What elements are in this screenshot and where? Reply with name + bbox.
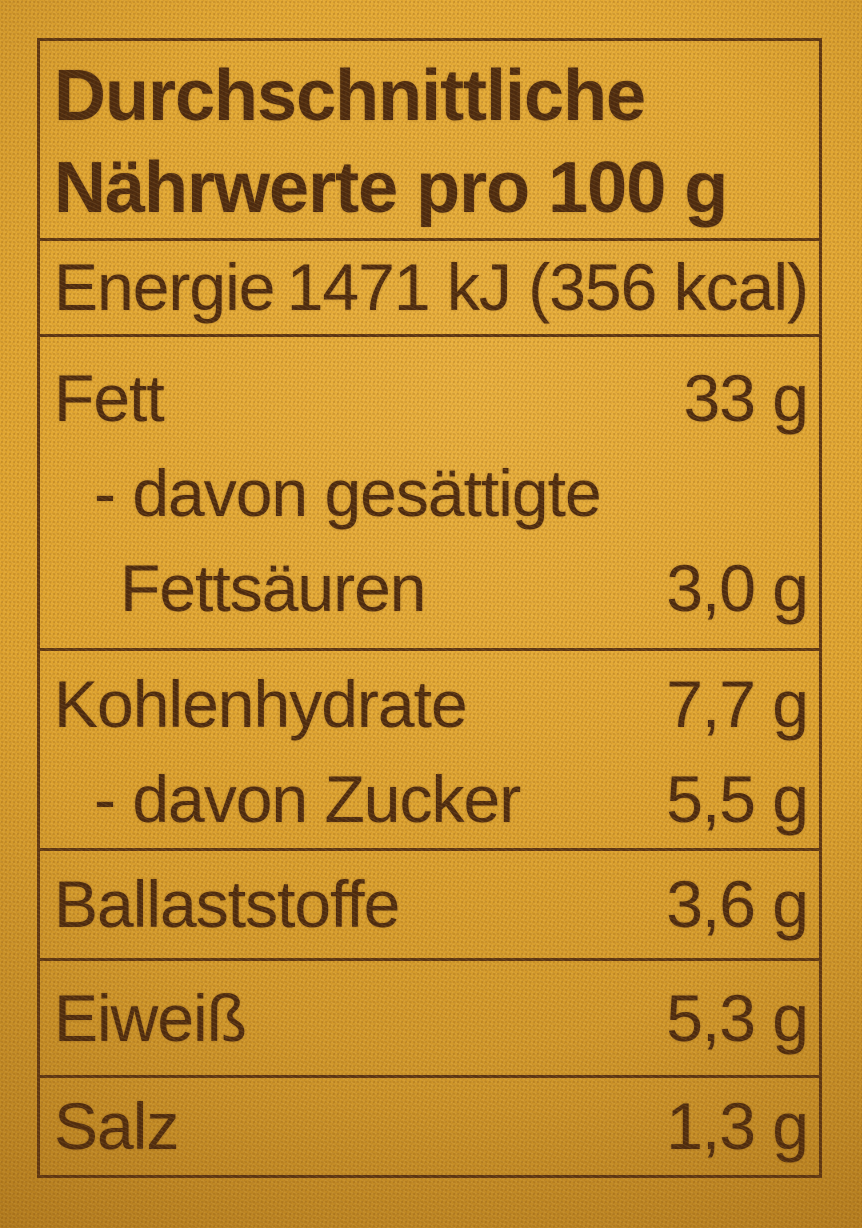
nutrient-name: Energie	[54, 250, 275, 324]
nutrient-name: Fett	[54, 361, 165, 435]
nutrient-name: - davon Zucker	[94, 762, 521, 836]
table-subrow-saturated-fat-line-2: Fettsäuren 3,0 g	[54, 541, 809, 636]
row-fat-group: Fett 33 g - davon gesättigte Fettsäuren …	[40, 334, 819, 648]
nutrient-name: Kohlenhydrate	[54, 667, 468, 741]
table-title-line-2: Nährwerte pro 100 g	[54, 148, 728, 228]
nutrition-table: Durchschnittliche Nährwerte pro 100 g En…	[37, 38, 822, 1178]
table-row: Energie 1471 kJ (356 kcal)	[54, 240, 809, 335]
table-row: Kohlenhydrate 7,7 g	[54, 657, 809, 752]
row-salt: Salz 1,3 g	[40, 1075, 819, 1175]
nutrient-value: 3,0 g	[666, 551, 809, 625]
row-carbohydrates-group: Kohlenhydrate 7,7 g - davon Zucker 5,5 g	[40, 648, 819, 848]
nutrient-name: - davon gesättigte	[94, 456, 602, 530]
table-header: Durchschnittliche Nährwerte pro 100 g	[40, 41, 819, 238]
nutrient-name: Ballaststoffe	[54, 867, 400, 941]
table-row: Ballaststoffe 3,6 g	[54, 857, 809, 952]
nutrient-name: Fettsäuren	[120, 551, 426, 625]
nutrient-value: 1471 kJ (356 kcal)	[286, 250, 809, 324]
nutrient-value: 33 g	[683, 361, 809, 435]
nutrient-value: 5,5 g	[666, 762, 809, 836]
nutrient-value: 1,3 g	[666, 1089, 809, 1163]
table-row: Eiweiß 5,3 g	[54, 971, 809, 1066]
table-row: Salz 1,3 g	[54, 1079, 809, 1174]
table-subrow-saturated-fat-line-1: - davon gesättigte	[54, 446, 808, 541]
table-row: Fett 33 g	[54, 351, 809, 446]
row-protein: Eiweiß 5,3 g	[40, 958, 819, 1075]
nutrient-value: 5,3 g	[666, 980, 809, 1055]
nutrient-name: Eiweiß	[54, 980, 247, 1055]
table-subrow-sugars: - davon Zucker 5,5 g	[54, 752, 809, 847]
nutrient-value: 3,6 g	[666, 867, 809, 941]
row-fiber: Ballaststoffe 3,6 g	[40, 848, 819, 958]
row-energy: Energie 1471 kJ (356 kcal)	[40, 238, 819, 334]
nutrient-name: Salz	[54, 1089, 179, 1163]
table-title-line-1: Durchschnittliche	[54, 56, 646, 136]
nutrient-value: 7,7 g	[666, 667, 809, 741]
